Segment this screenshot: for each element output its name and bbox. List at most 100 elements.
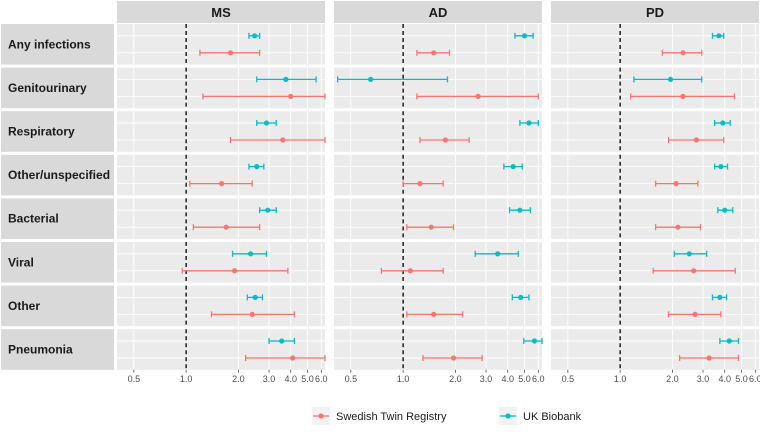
point-estimate xyxy=(288,93,294,99)
panel-background xyxy=(551,24,759,65)
point-estimate xyxy=(680,93,686,99)
row-strip xyxy=(1,329,114,370)
point-estimate xyxy=(691,268,697,274)
point-estimate xyxy=(265,207,271,213)
x-tick-label: 3.0 xyxy=(480,374,493,384)
panel-title: AD xyxy=(429,5,448,20)
point-estimate xyxy=(231,268,238,274)
point-estimate xyxy=(692,311,698,317)
panel-background xyxy=(117,198,325,239)
panel-background xyxy=(117,111,325,152)
panel-strip xyxy=(551,1,759,23)
panel-background xyxy=(117,24,325,65)
x-tick-label: 3.0 xyxy=(263,374,276,384)
panel-background xyxy=(551,67,759,109)
x-tick-label: 0.5 xyxy=(128,374,141,384)
row-label: Viral xyxy=(8,255,34,269)
point-estimate xyxy=(254,164,260,170)
row-label: Other/unspecified xyxy=(8,168,110,182)
row-strip xyxy=(1,285,114,327)
x-tick-label: 0.5 xyxy=(345,374,358,384)
row-label: Any infections xyxy=(8,37,91,51)
panel-background xyxy=(551,285,759,327)
panel-background xyxy=(117,67,325,109)
point-estimate xyxy=(252,294,258,300)
point-estimate xyxy=(247,251,254,257)
point-estimate xyxy=(718,164,724,170)
panel-background xyxy=(117,154,325,196)
panel-background xyxy=(551,111,759,152)
x-tick-label: 1.0 xyxy=(180,374,193,384)
legend-label: UK Biobank xyxy=(523,411,582,423)
legend-marker xyxy=(318,413,324,419)
row-strip xyxy=(1,111,114,152)
x-tick-label: 4.0 xyxy=(284,374,297,384)
point-estimate xyxy=(716,33,722,39)
panel-background xyxy=(551,154,759,196)
x-tick-label: 0.5 xyxy=(562,374,575,384)
row-label: Genitourinary xyxy=(8,81,87,95)
point-estimate xyxy=(252,33,258,39)
x-tick-label: 5.0 xyxy=(518,374,531,384)
point-estimate xyxy=(686,251,692,257)
point-estimate xyxy=(417,181,423,187)
point-estimate xyxy=(431,50,437,56)
legend-label: Swedish Twin Registry xyxy=(336,411,447,423)
point-estimate xyxy=(475,93,481,99)
point-estimate xyxy=(673,181,679,187)
point-estimate xyxy=(495,251,501,257)
point-estimate xyxy=(531,338,538,344)
point-estimate xyxy=(510,164,516,170)
x-tick-label: 1.0 xyxy=(614,374,627,384)
row-strip xyxy=(1,242,114,283)
row-label: Other xyxy=(8,299,40,313)
x-tick-label: 3.0 xyxy=(697,374,710,384)
x-tick-label: 6.0 xyxy=(315,374,328,384)
point-estimate xyxy=(706,355,712,361)
panel-background xyxy=(334,111,542,152)
panel-background xyxy=(551,198,759,239)
panel-background xyxy=(551,329,759,370)
panel-background xyxy=(334,67,542,109)
panel-title: PD xyxy=(646,5,664,20)
point-estimate xyxy=(280,137,286,143)
row-strip xyxy=(1,67,114,109)
x-tick-label: 4.0 xyxy=(501,374,514,384)
row-strip xyxy=(1,154,114,196)
panel-background xyxy=(334,154,542,196)
point-estimate xyxy=(368,76,374,82)
panel-background xyxy=(551,242,759,283)
point-estimate xyxy=(227,50,234,56)
panel-background xyxy=(117,242,325,283)
panel-background xyxy=(117,285,325,327)
row-strip xyxy=(1,24,114,65)
point-estimate xyxy=(726,338,732,344)
row-strip xyxy=(1,198,114,239)
point-estimate xyxy=(675,224,681,230)
x-tick-label: 6.0 xyxy=(532,374,545,384)
point-estimate xyxy=(431,311,437,317)
panel-background xyxy=(334,285,542,327)
x-tick-label: 2.0 xyxy=(666,374,679,384)
panel-strip xyxy=(334,1,542,23)
point-estimate xyxy=(442,137,448,143)
point-estimate xyxy=(249,311,255,317)
panel-title: MS xyxy=(211,5,231,20)
x-tick-label: 6.0 xyxy=(749,374,760,384)
x-tick-label: 1.0 xyxy=(397,374,410,384)
x-tick-label: 2.0 xyxy=(232,374,245,384)
point-estimate xyxy=(289,355,296,361)
panel-background xyxy=(117,329,325,370)
point-estimate xyxy=(283,76,289,82)
point-estimate xyxy=(720,120,726,126)
point-estimate xyxy=(526,120,532,126)
point-estimate xyxy=(223,224,229,230)
x-tick-label: 4.0 xyxy=(718,374,731,384)
panel-background xyxy=(334,198,542,239)
panel-background xyxy=(334,242,542,283)
point-estimate xyxy=(693,137,700,143)
legend-marker xyxy=(505,413,511,419)
panel-strip xyxy=(117,1,325,23)
point-estimate xyxy=(521,33,528,39)
